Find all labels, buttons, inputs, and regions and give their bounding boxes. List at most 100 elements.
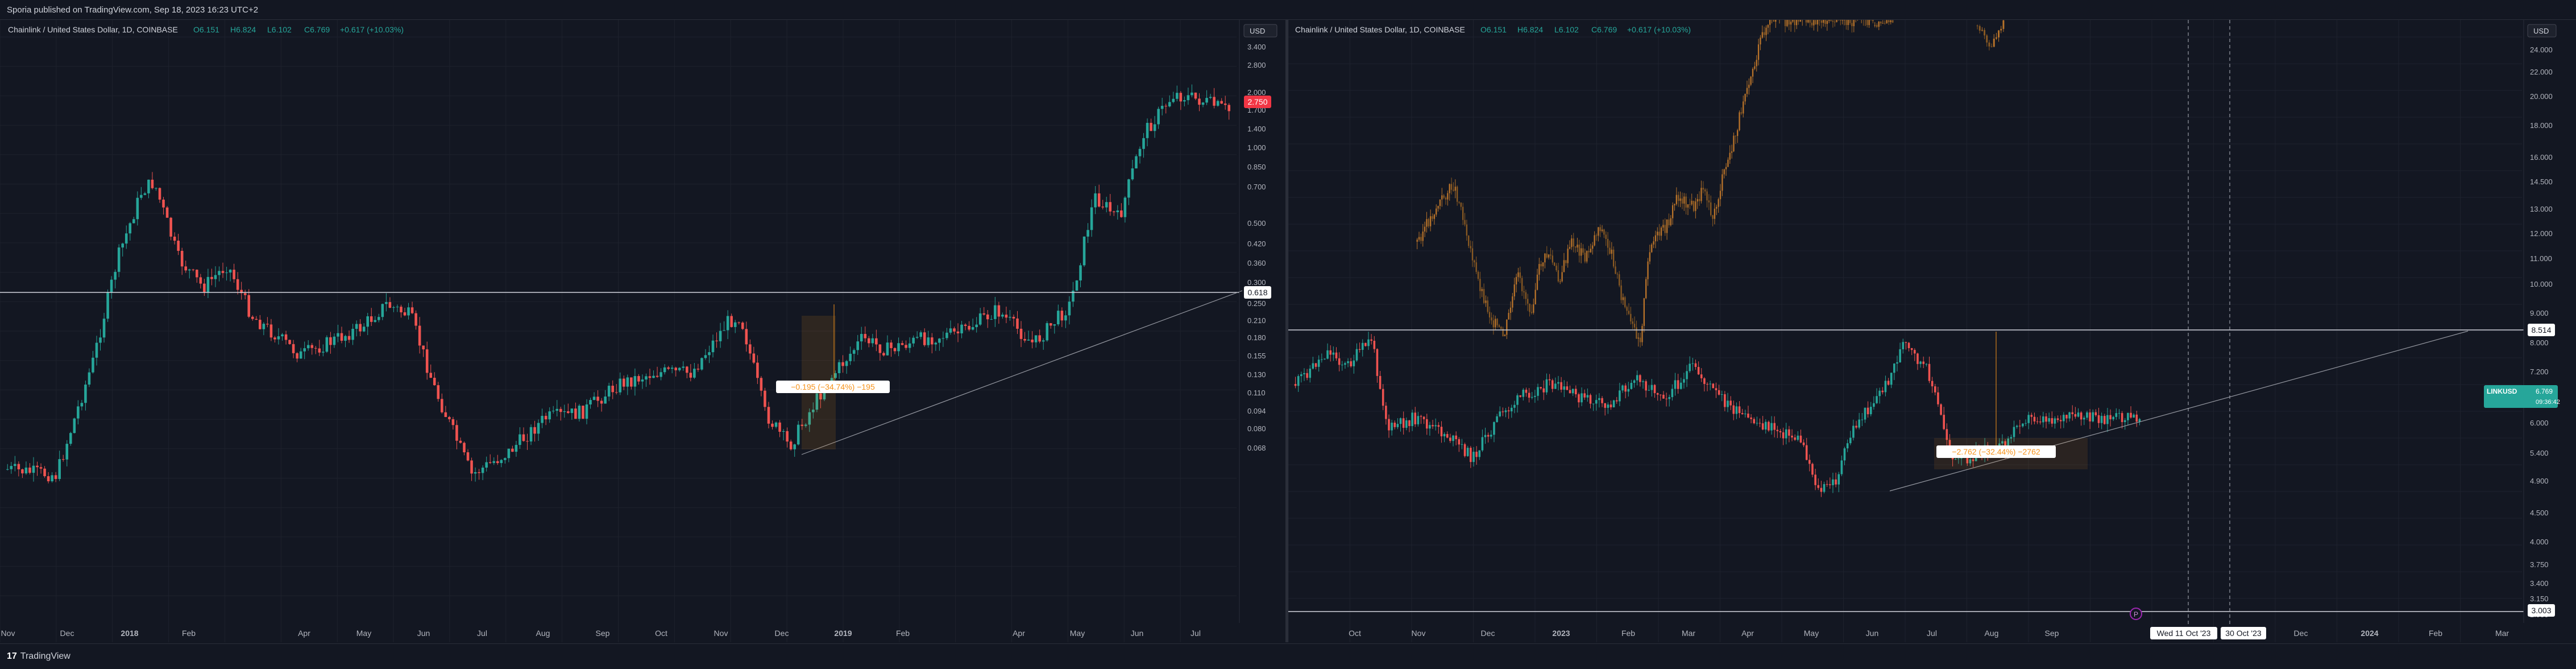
right-candle [1312, 363, 1314, 369]
right-candle [1878, 390, 1881, 397]
right-candle [1504, 410, 1507, 412]
left-chart-panel[interactable]: −0.195 (−34.74%) −195 Chainlink / United … [0, 20, 1285, 642]
right-candle [1864, 407, 1866, 420]
overlay-candle [1702, 188, 1704, 190]
left-candle [61, 459, 65, 460]
left-candle [240, 290, 243, 294]
left-candle [764, 390, 766, 407]
right-currency-box [2527, 24, 2557, 38]
overlay-candle [1588, 251, 1590, 253]
left-candle [994, 305, 997, 319]
overlay-candle [1517, 272, 1519, 277]
panel-divider[interactable] [1285, 20, 1288, 642]
right-date-label-1-bg [2150, 627, 2217, 639]
right-candle [1832, 479, 1834, 485]
overlay-candle [1657, 232, 1658, 236]
left-candle [878, 344, 882, 353]
left-candle [374, 320, 377, 322]
overlay-candle [1693, 200, 1695, 211]
overlay-candle [1557, 270, 1559, 282]
left-candle [284, 334, 288, 340]
left-candle [1005, 315, 1008, 318]
right-candle [1358, 349, 1361, 350]
left-candle [322, 352, 325, 353]
overlay-candle [1569, 247, 1571, 249]
overlay-candle [1598, 227, 1599, 236]
left-candle [555, 408, 559, 411]
left-candle [1146, 122, 1149, 138]
right-candle [1376, 349, 1379, 376]
right-chart-panel[interactable]: −2.762 (−32.44%) −2762 P Chainlink / Unite… [1288, 20, 2576, 642]
overlay-candle [1653, 241, 1654, 245]
left-candle [1176, 93, 1179, 99]
right-candle [1344, 363, 1346, 365]
right-candle [1937, 392, 1939, 404]
left-chart[interactable]: −0.195 (−34.74%) −195 Chainlink / United … [0, 20, 1285, 642]
left-x-tick: May [1070, 629, 1085, 638]
left-candle [871, 338, 874, 344]
right-candle [1382, 389, 1384, 406]
right-candle [2071, 412, 2074, 414]
right-y-tick: 8.000 [2530, 338, 2549, 347]
right-candle [2030, 415, 2033, 417]
right-y-tick: 18.000 [2530, 121, 2553, 130]
overlay-candle [1675, 195, 1678, 204]
left-candle [760, 378, 763, 391]
overlay-candle [1439, 199, 1441, 206]
right-y-tick: 4.000 [2530, 538, 2549, 546]
tradingview-logo[interactable]: 17 TradingView [7, 651, 70, 662]
overlay-candle [1612, 249, 1615, 267]
overlay-candle [1428, 219, 1429, 226]
right-candle [1773, 423, 1776, 430]
overlay-candle [1525, 292, 1527, 299]
right-countdown: 09:36:42 [2536, 399, 2560, 406]
left-candle [1131, 168, 1134, 180]
left-candle [177, 241, 180, 251]
left-candle [143, 193, 147, 195]
overlay-candle [1441, 195, 1443, 200]
left-candle [1157, 109, 1160, 125]
right-x-tick: Feb [1621, 629, 1635, 638]
right-candle [1478, 450, 1481, 457]
right-candle [1350, 361, 1352, 366]
right-candle [2106, 415, 2109, 424]
right-candle [2027, 415, 2030, 423]
right-candle [1928, 364, 1931, 381]
right-candle [2015, 426, 2018, 427]
right-candle [1902, 342, 1905, 349]
overlay-candle [1689, 204, 1691, 205]
right-candle [1732, 405, 1735, 414]
left-candle [314, 348, 317, 349]
left-x-tick: Dec [60, 629, 74, 638]
left-y-tick: 0.110 [1247, 389, 1266, 397]
left-last-price-label-bg [1244, 96, 1271, 108]
overlay-candle [1872, 20, 1874, 22]
left-candle [823, 389, 826, 400]
right-candle [1507, 410, 1510, 412]
overlay-candle [1437, 205, 1439, 209]
right-candle [1648, 390, 1650, 391]
left-x-tick: Jun [1131, 629, 1144, 638]
right-candle [2010, 437, 2013, 439]
overlay-candle [1555, 266, 1557, 271]
right-candle [1548, 379, 1551, 381]
right-x-tick: Feb [2429, 629, 2442, 638]
left-candle [570, 408, 574, 413]
right-candle [1461, 444, 1463, 445]
left-candle [24, 467, 28, 474]
left-candle [619, 378, 622, 393]
right-candle [2138, 419, 2141, 422]
right-candle [1522, 390, 1525, 397]
right-candle [1391, 423, 1393, 431]
right-candle [2086, 412, 2088, 418]
right-candle [1630, 383, 1633, 389]
right-candle [2065, 415, 2068, 419]
right-candle [1797, 435, 1799, 440]
left-candle [340, 333, 343, 341]
right-candle [1470, 448, 1472, 462]
left-candle [1205, 98, 1208, 103]
right-currency-label: USD [2533, 27, 2549, 35]
right-chart[interactable]: −2.762 (−32.44%) −2762 P Chainlink / Unite… [1288, 20, 2576, 642]
left-candle [147, 179, 150, 193]
right-candle [1782, 432, 1785, 439]
